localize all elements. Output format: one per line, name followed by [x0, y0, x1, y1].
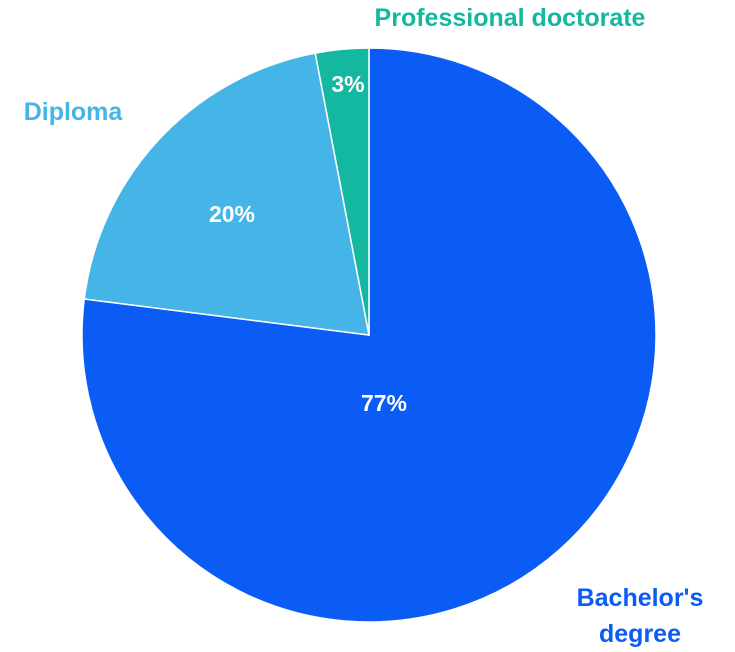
slice-value-label: 77% [361, 390, 407, 416]
pie-slice [314, 47, 370, 336]
slice-value-label: 3% [331, 71, 364, 97]
slice-value-label: 20% [209, 201, 255, 227]
slice-category-label: Diploma [23, 98, 123, 126]
slice-category-label: Bachelor's degree [576, 584, 704, 648]
pie-slice [83, 52, 370, 336]
slice-category-label: Professional doctorate [374, 4, 646, 32]
